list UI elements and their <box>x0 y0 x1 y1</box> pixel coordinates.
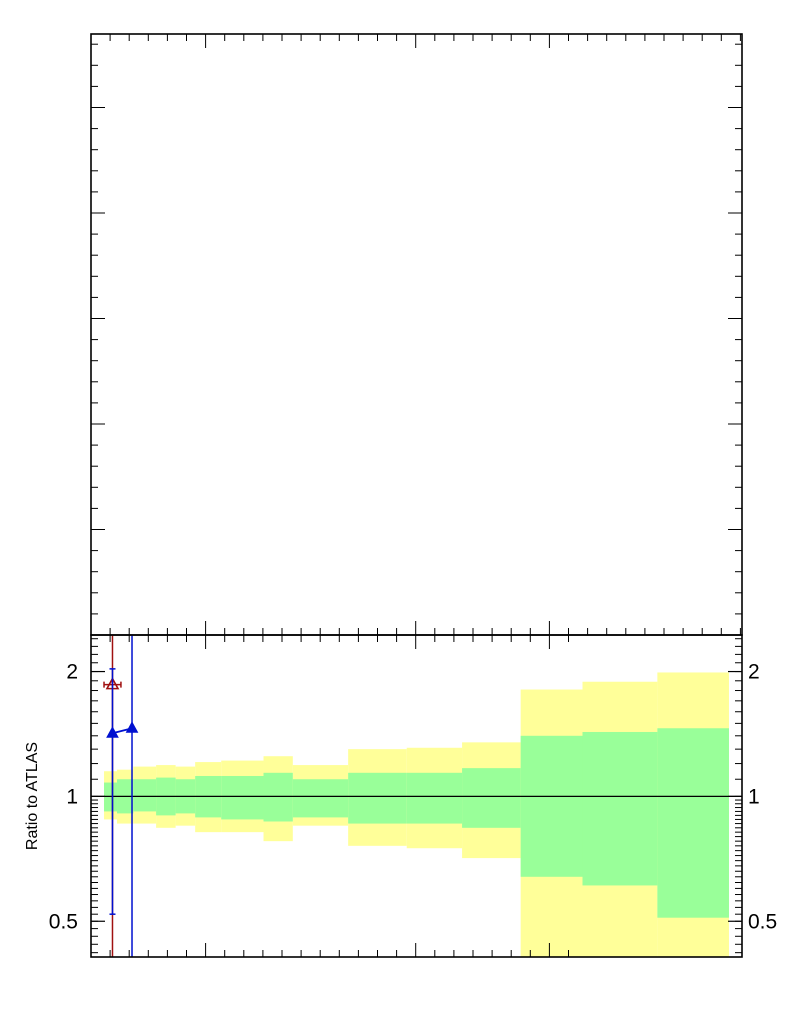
ratio-panel: 0.5 0.5 1 1 2 2 Ratio to ATLAS <box>24 634 777 958</box>
inner-band-bin-11 <box>462 768 521 828</box>
point-1-marker <box>106 726 119 738</box>
inner-band-bin-13 <box>582 731 658 886</box>
inner-band-bin-12 <box>520 735 583 877</box>
inner-band-bin-6 <box>221 775 264 820</box>
ratio-y-tick-label-right-2: 2 <box>748 661 760 684</box>
ratio-y-tick-label-left-0: 0.5 <box>49 910 78 933</box>
ratio-points <box>103 635 139 957</box>
point-2-marker <box>125 721 139 733</box>
main-y-ticks <box>90 34 742 636</box>
y-axis-label: Ratio to ATLAS <box>24 742 41 850</box>
main-plot-frame <box>90 33 743 636</box>
inner-band-bin-14 <box>657 728 729 918</box>
main-panel <box>90 33 743 636</box>
inner-band-bin-2 <box>133 779 157 812</box>
inner-band-bin-10 <box>406 772 463 824</box>
ratio-ticks: 0.5 0.5 1 1 2 2 <box>49 635 777 957</box>
inner-band-bin-9 <box>348 772 407 824</box>
ratio-y-tick-label-right-0: 0.5 <box>748 910 777 933</box>
ratio-y-tick-label-left-2: 2 <box>66 661 78 684</box>
inner-band-bin-8 <box>292 779 349 818</box>
inner-band-bin-7 <box>263 772 293 822</box>
uncertainty-bands <box>104 672 729 957</box>
ratio-y-tick-label-left-1: 1 <box>66 785 78 808</box>
ratio-y-tick-label-right-1: 1 <box>748 785 760 808</box>
